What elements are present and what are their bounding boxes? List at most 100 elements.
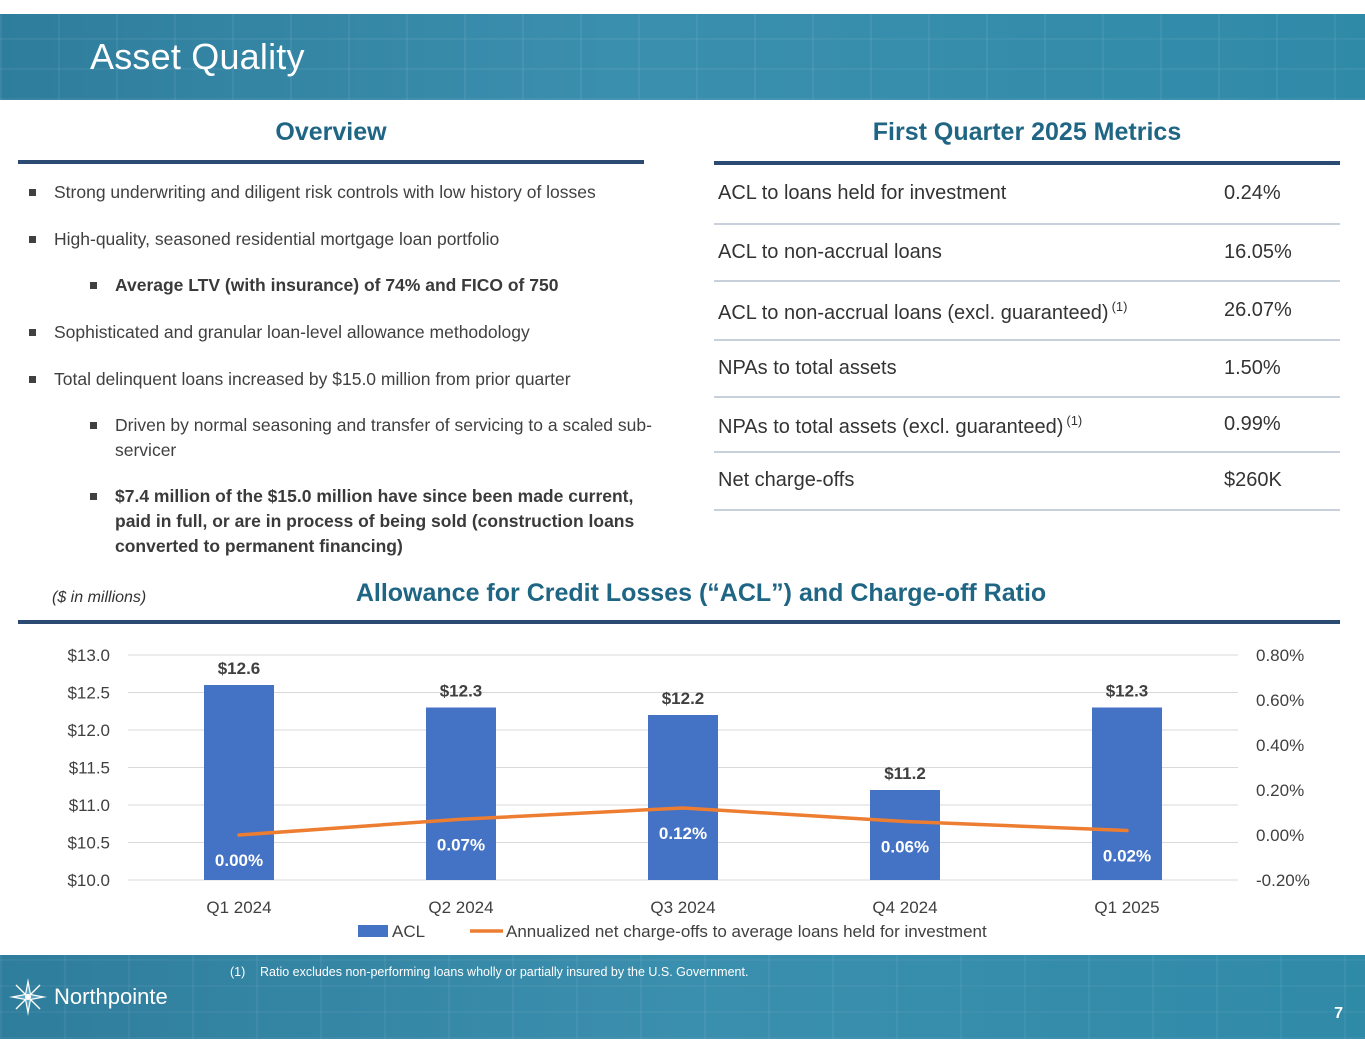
acl-bar: [870, 790, 940, 880]
bullet-square-icon: [29, 236, 36, 243]
footnote: (1) Ratio excludes non-performing loans w…: [230, 965, 748, 979]
metric-row: NPAs to total assets (excl. guaranteed)(…: [714, 398, 1340, 453]
overview-bullet: Average LTV (with insurance) of 74% and …: [26, 273, 656, 298]
chart-rule: [18, 620, 1340, 624]
y-left-tick-label: $11.5: [69, 759, 110, 778]
metric-value: 16.05%: [1224, 240, 1292, 263]
bullet-square-icon: [29, 376, 36, 383]
y-left-tick-label: $10.5: [67, 834, 110, 853]
logo-text: Northpointe: [54, 984, 168, 1009]
acl-bar-data-label: $11.2: [884, 764, 926, 783]
y-left-tick-label: $10.0: [67, 871, 110, 890]
metric-label-text: ACL to non-accrual loans: [718, 240, 942, 263]
overview-bullet-text: $7.4 million of the $15.0 million have s…: [115, 486, 635, 556]
bullet-square-icon: [29, 189, 36, 196]
x-category-label: Q1 2024: [206, 898, 271, 917]
footer-texture: [0, 955, 1365, 1039]
metric-label: NPAs to total assets (excl. guaranteed)(…: [718, 413, 1082, 439]
metric-label: ACL to non-accrual loans: [718, 241, 942, 264]
metric-value: 1.50%: [1224, 356, 1281, 379]
charge-off-ratio-data-label: 0.00%: [215, 851, 263, 870]
acl-bar: [426, 707, 496, 880]
units-note: ($ in millions): [52, 589, 147, 606]
charge-off-ratio-data-label: 0.07%: [437, 835, 485, 854]
y-left-tick-label: $13.0: [67, 646, 110, 665]
overview-bullet: Strong underwriting and diligent risk co…: [26, 180, 656, 205]
x-category-label: Q4 2024: [872, 898, 937, 917]
bullet-square-icon: [90, 282, 97, 289]
metric-row: ACL to loans held for investment 0.24%: [714, 165, 1340, 225]
metric-value: 0.24%: [1224, 182, 1281, 204]
legend-acl-label: ACL: [392, 922, 425, 941]
footer-banner: (1) Ratio excludes non-performing loans w…: [0, 955, 1365, 1039]
acl-bar: [204, 685, 274, 880]
y-right-tick-label: 0.00%: [1256, 826, 1304, 845]
overview-bullet-text: Driven by normal seasoning and transfer …: [115, 415, 652, 460]
metric-value: 26.07%: [1224, 298, 1292, 321]
metric-footnote-marker: (1): [1066, 412, 1083, 428]
overview-bullet: $7.4 million of the $15.0 million have s…: [26, 484, 656, 559]
overview-bullet-text: Sophisticated and granular loan-level al…: [54, 322, 530, 342]
charge-off-ratio-data-label: 0.02%: [1103, 847, 1151, 866]
bullet-square-icon: [29, 329, 36, 336]
y-right-tick-label: 0.80%: [1256, 646, 1304, 665]
metric-row: ACL to non-accrual loans (excl. guarante…: [714, 282, 1340, 341]
compass-star-icon: [9, 978, 47, 1016]
acl-bar-data-label: $12.6: [218, 659, 261, 678]
overview-bullet: Driven by normal seasoning and transfer …: [26, 413, 656, 463]
overview-bullet-text: High-quality, seasoned residential mortg…: [54, 229, 500, 249]
y-left-tick-label: $12.5: [67, 684, 110, 703]
x-category-label: Q3 2024: [650, 898, 715, 917]
y-right-tick-label: 0.60%: [1256, 691, 1304, 710]
y-right-tick-label: 0.40%: [1256, 736, 1304, 755]
metric-label: Net charge-offs: [718, 469, 854, 492]
metric-label-text: NPAs to total assets (excl. guaranteed): [718, 415, 1064, 438]
acl-bar-data-label: $12.3: [1106, 682, 1149, 701]
page-title: Asset Quality: [90, 36, 305, 77]
y-left-tick-label: $11.0: [69, 796, 110, 815]
metric-label: NPAs to total assets: [718, 357, 897, 380]
x-category-label: Q2 2024: [428, 898, 493, 917]
chart-heading: Allowance for Credit Losses (“ACL”) and …: [355, 579, 1047, 607]
metric-value: $260K: [1224, 469, 1282, 491]
legend-acl-swatch: [358, 925, 388, 937]
metric-label-text: NPAs to total assets: [718, 356, 897, 379]
metric-label: ACL to non-accrual loans (excl. guarante…: [718, 299, 1127, 325]
metric-footnote-marker: (1): [1111, 298, 1128, 314]
acl-bar: [1092, 707, 1162, 880]
charge-off-ratio-data-label: 0.12%: [659, 824, 707, 843]
legend-charge-off-label: Annualized net charge-offs to average lo…: [506, 922, 987, 941]
footnote-number: (1): [230, 965, 246, 979]
metric-label: ACL to loans held for investment: [718, 182, 1006, 205]
metric-label-text: ACL to non-accrual loans (excl. guarante…: [718, 301, 1109, 324]
charge-off-ratio-line: [237, 806, 1129, 837]
metric-row: ACL to non-accrual loans 16.05%: [714, 225, 1340, 282]
overview-bullet-text: Strong underwriting and diligent risk co…: [54, 182, 596, 202]
metrics-rule: [714, 161, 1340, 165]
overview-heading: Overview: [275, 118, 387, 146]
y-right-tick-label: -0.20%: [1256, 871, 1310, 890]
header-texture: [0, 14, 1365, 100]
metric-label-text: ACL to loans held for investment: [718, 182, 1007, 204]
y-right-tick-label: 0.20%: [1256, 781, 1304, 800]
metric-row: Net charge-offs $260K: [714, 453, 1340, 511]
footnote-text: Ratio excludes non-performing loans whol…: [260, 965, 749, 979]
northpointe-logo: Northpointe: [8, 977, 168, 1017]
metric-row: NPAs to total assets 1.50%: [714, 341, 1340, 398]
x-category-label: Q1 2025: [1094, 898, 1159, 917]
metrics-table: ACL to loans held for investment 0.24% ACL…: [714, 165, 1340, 511]
overview-bullet: Total delinquent loans increased by $15.…: [26, 367, 656, 392]
acl-chart: $13.0 $12.5 $12.0 $11.5 $11.0 $10.5 $10.0 0.80%…: [67, 646, 1310, 941]
charge-off-ratio-data-label: 0.06%: [881, 838, 929, 857]
acl-bar-data-label: $12.2: [662, 689, 705, 708]
overview-bullet-list: Strong underwriting and diligent risk co…: [26, 180, 656, 559]
overview-bullet-text: Average LTV (with insurance) of 74% and …: [115, 275, 559, 295]
bullet-square-icon: [90, 422, 97, 429]
overview-bullet: High-quality, seasoned residential mortg…: [26, 227, 656, 252]
metric-label-text: Net charge-offs: [718, 469, 855, 491]
header-banner: Asset Quality: [0, 14, 1365, 100]
bullet-square-icon: [90, 493, 97, 500]
metrics-heading: First Quarter 2025 Metrics: [872, 118, 1182, 146]
acl-bar: [648, 715, 718, 880]
overview-bullet: Sophisticated and granular loan-level al…: [26, 320, 656, 345]
